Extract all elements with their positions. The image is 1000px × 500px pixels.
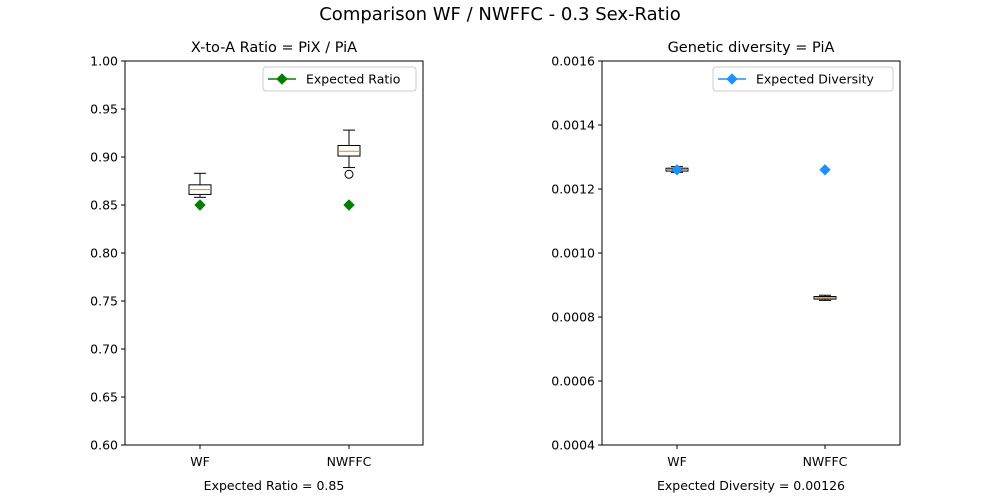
x-tick-label: NWFFC — [327, 454, 372, 469]
y-tick-label: 0.0012 — [551, 182, 595, 197]
legend-frame — [262, 66, 417, 92]
plot-area-frame — [601, 60, 901, 446]
expected-marker — [343, 199, 355, 211]
y-tick-label: 0.80 — [90, 246, 118, 261]
y-tick-label: 0.90 — [90, 150, 118, 165]
x-tick-label: WF — [190, 454, 210, 469]
legend-marker — [726, 73, 738, 85]
x-axis-label: Expected Diversity = 0.00126 — [657, 478, 845, 493]
x-tick-label: WF — [667, 454, 687, 469]
outlier-point — [344, 169, 354, 179]
legend-marker — [276, 73, 288, 85]
y-tick-label: 0.0016 — [551, 54, 595, 69]
figure-title: Comparison WF / NWFFC - 0.3 Sex-Ratio — [319, 4, 681, 25]
expected-marker — [671, 164, 683, 176]
legend-label: Expected Diversity — [756, 72, 875, 87]
box-nwffc — [337, 129, 361, 179]
y-tick-label: 0.60 — [90, 438, 118, 453]
chart-title: Genetic diversity = PiA — [668, 40, 835, 56]
legend: Expected Ratio — [262, 66, 417, 92]
y-tick-label: 0.0010 — [551, 246, 595, 261]
box-wf — [188, 172, 212, 198]
y-tick-label: 0.0008 — [551, 310, 595, 325]
y-tick-label: 0.70 — [90, 342, 118, 357]
x-tick-label: NWFFC — [803, 454, 848, 469]
x-axis-label: Expected Ratio = 0.85 — [204, 478, 345, 493]
y-tick-label: 0.65 — [90, 390, 118, 405]
y-tick-label: 0.0014 — [551, 118, 595, 133]
y-tick-label: 0.75 — [90, 294, 118, 309]
y-tick-label: 0.85 — [90, 198, 118, 213]
expected-marker — [194, 199, 206, 211]
y-tick-label: 0.95 — [90, 102, 118, 117]
legend-label: Expected Ratio — [306, 72, 400, 87]
expected-marker — [819, 164, 831, 176]
legend: Expected Diversity — [712, 66, 894, 92]
chart-panel-xa-ratio: X-to-A Ratio = PiX / PiA 0.60 0.65 0.70 0.75… — [90, 40, 424, 493]
chart-panel-genetic-diversity: Genetic diversity = PiA 0.0004 0.0006 0.000… — [551, 40, 901, 493]
plot-area-frame — [124, 60, 424, 446]
legend-frame — [712, 66, 894, 92]
box-nwffc — [813, 294, 837, 301]
chart-title: X-to-A Ratio = PiX / PiA — [191, 40, 357, 56]
y-tick-label: 0.0004 — [551, 438, 595, 453]
y-tick-label: 1.00 — [90, 54, 118, 69]
y-tick-label: 0.0006 — [551, 374, 595, 389]
